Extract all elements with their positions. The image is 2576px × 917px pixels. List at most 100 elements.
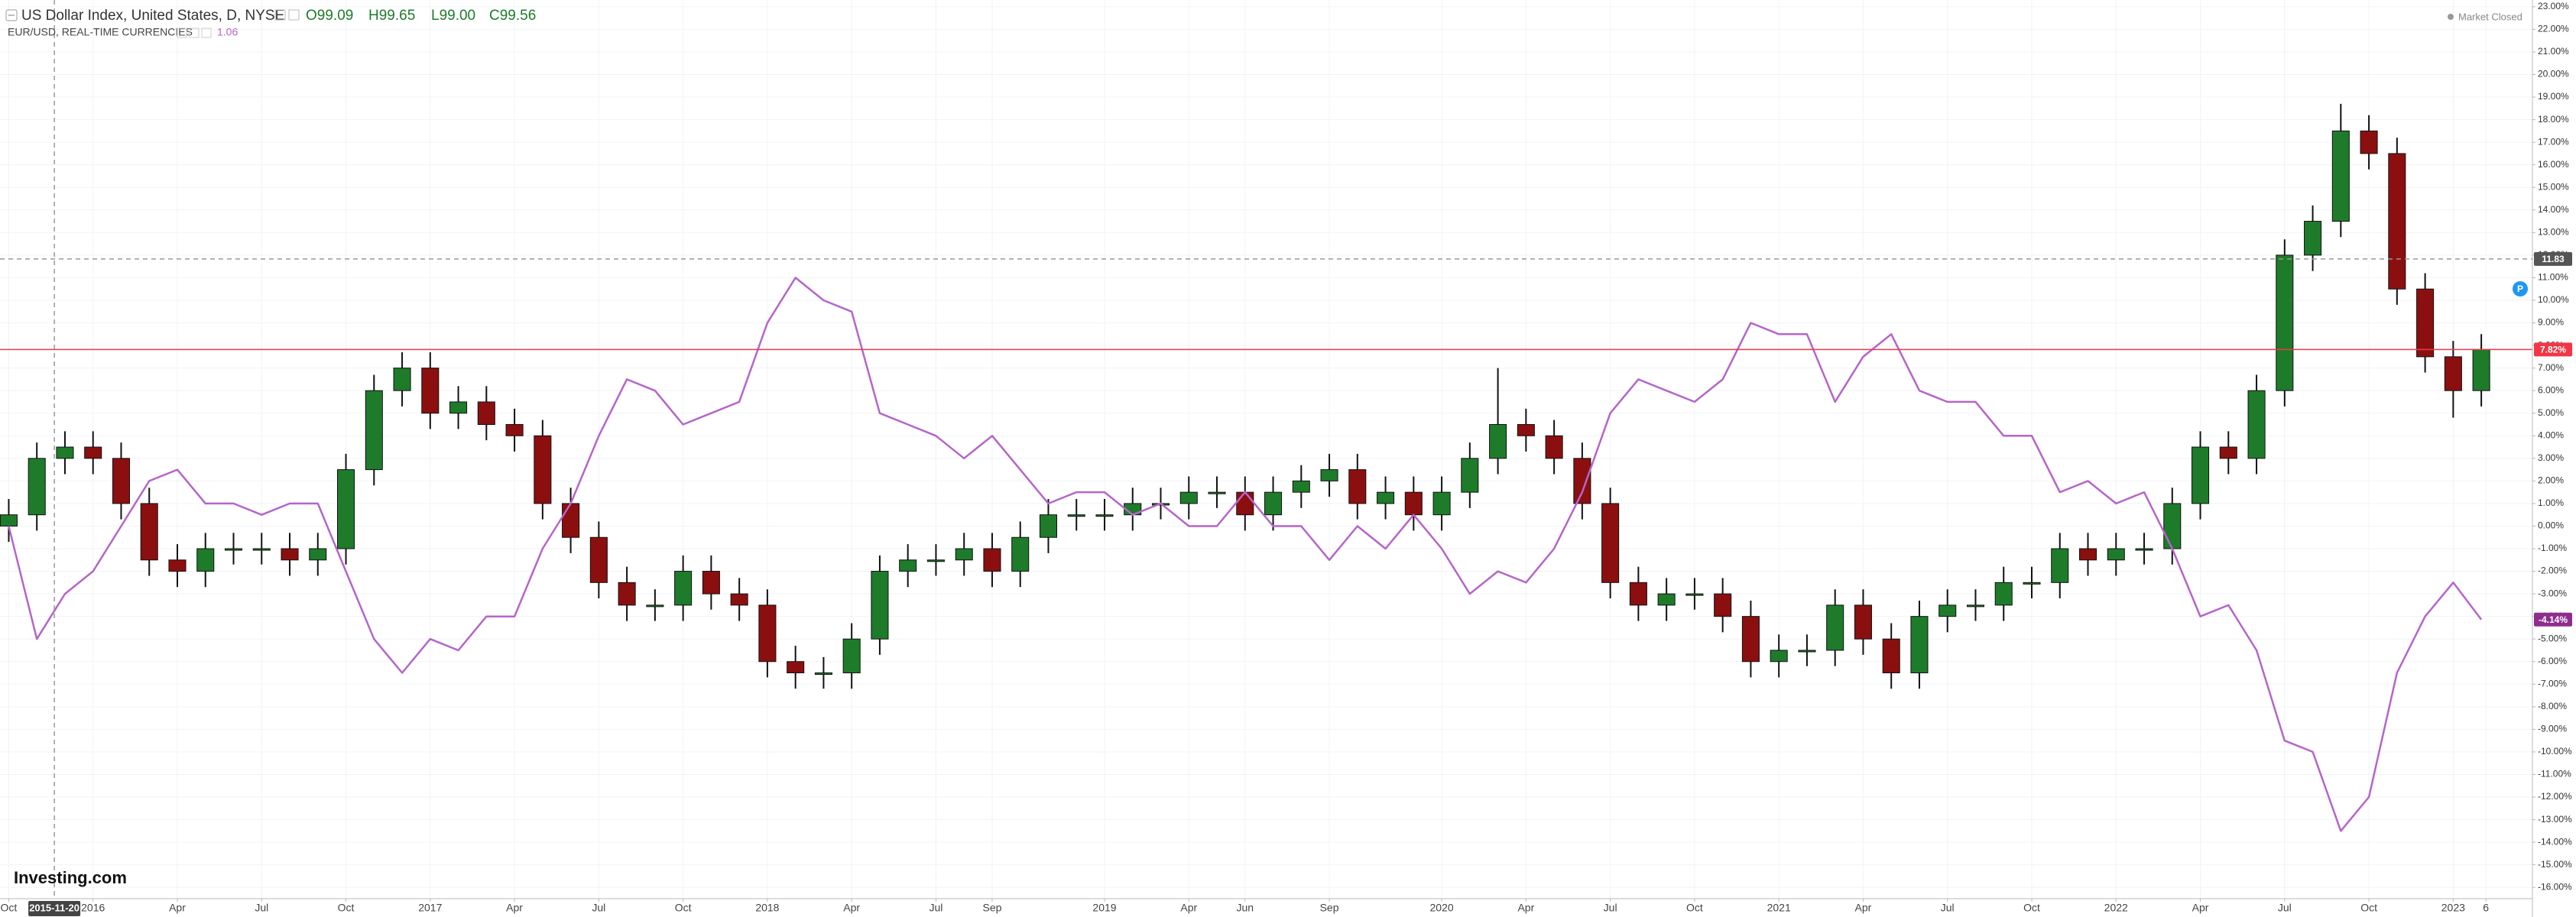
candle-body	[1910, 616, 1929, 674]
candle-body	[2276, 254, 2294, 391]
x-tick-label: Sep	[1320, 902, 1339, 914]
candle-body	[1461, 458, 1479, 493]
candle-body	[787, 661, 805, 674]
candle-body	[702, 571, 720, 595]
x-tick-label: Oct	[2023, 902, 2040, 914]
candle-body	[1039, 514, 1058, 538]
compare-series-title: EUR/USD, REAL-TIME CURRENCIES	[8, 26, 193, 38]
price-label: 11.83	[2542, 254, 2565, 264]
candle-body	[534, 435, 552, 504]
candle-body	[365, 390, 383, 471]
candle-body	[2388, 153, 2406, 290]
y-tick-label: 3.00%	[2538, 452, 2564, 463]
x-tick-label: 2018	[755, 902, 779, 914]
candle-body	[84, 446, 102, 459]
candle-body	[1377, 491, 1395, 504]
candle-body	[2304, 221, 2322, 256]
candle-body	[1320, 469, 1338, 481]
candle-body	[1348, 469, 1367, 504]
candle-body	[0, 514, 18, 527]
x-tick-label: 2023	[2441, 902, 2465, 914]
y-tick-label: 11.00%	[2538, 272, 2568, 283]
ohlc-open: O99.09	[306, 8, 353, 24]
y-tick-label: -8.00%	[2538, 701, 2567, 711]
candle-body	[1826, 604, 1844, 651]
candle-body	[1966, 604, 1985, 608]
y-tick-label: 17.00%	[2538, 136, 2569, 147]
x-tick-label: Jul	[929, 902, 942, 914]
candle-body	[2444, 356, 2462, 391]
candle-body	[758, 604, 777, 663]
x-tick-label: Jun	[1236, 902, 1254, 914]
x-tick-label: Apr	[506, 902, 523, 914]
y-tick-label: 13.00%	[2538, 227, 2569, 238]
y-tick-label: -2.00%	[2538, 565, 2567, 576]
candle-body	[196, 548, 215, 572]
compare-hide-icon[interactable]	[189, 28, 200, 38]
y-tick-label: 4.00%	[2538, 429, 2564, 440]
candle-body	[449, 401, 468, 414]
main-series-title: US Dollar Index, United States, D, NYSE	[21, 8, 284, 24]
candle-body	[421, 368, 440, 414]
collapse-icon[interactable]	[5, 9, 18, 21]
candle-body	[1264, 491, 1283, 516]
compare-settings-icon[interactable]	[177, 28, 187, 38]
y-tick-label: -7.00%	[2538, 678, 2567, 689]
y-tick-label: 21.00%	[2538, 46, 2569, 57]
y-tick-label: -11.00%	[2538, 769, 2571, 779]
x-tick-label: Oct	[338, 902, 355, 914]
crosshair-label-box	[28, 901, 81, 916]
candle-body	[505, 423, 524, 436]
y-tick-label: 20.00%	[2538, 69, 2569, 79]
candle-body	[955, 548, 973, 561]
candle-body	[2331, 130, 2350, 222]
y-tick-label: 7.00%	[2538, 362, 2564, 373]
candle-body	[2472, 348, 2490, 391]
y-tick-label: 5.00%	[2538, 407, 2564, 418]
price-label: 7.82%	[2540, 345, 2566, 355]
y-tick-label: 18.00%	[2538, 114, 2569, 125]
x-tick-label: Jul	[1604, 902, 1617, 914]
x-tick-label: Apr	[169, 902, 186, 914]
ohlc-high: H99.65	[368, 8, 415, 24]
candle-body	[224, 548, 243, 551]
candle-body	[646, 604, 664, 608]
candle-body	[842, 638, 861, 674]
candle-body	[2023, 582, 2041, 585]
x-tick-label: Jul	[2278, 902, 2292, 914]
candle-body	[1657, 593, 1676, 606]
candle-body	[56, 446, 74, 459]
price-label-box	[2534, 612, 2572, 627]
candle-body	[983, 548, 1001, 572]
y-tick-label: 9.00%	[2538, 317, 2564, 328]
alert-icon[interactable]	[2513, 281, 2528, 296]
ohlc-low: L99.00	[431, 8, 475, 24]
y-tick-label: -10.00%	[2538, 746, 2572, 757]
x-tick-label: 2021	[1767, 902, 1791, 914]
candle-body	[252, 548, 271, 551]
x-tick-label: Jul	[1941, 902, 1955, 914]
candle-body	[337, 469, 355, 549]
y-tick-label: -3.00%	[2538, 588, 2567, 598]
close-icon[interactable]	[288, 9, 300, 21]
candle-body	[281, 548, 299, 561]
candle-body	[1489, 423, 1507, 459]
x-tick-label: Apr	[1517, 902, 1534, 914]
candle-body	[2192, 446, 2210, 504]
candle-body	[393, 368, 411, 391]
candle-body	[1938, 604, 1957, 617]
y-tick-label: 15.00%	[2538, 181, 2569, 192]
candle-body	[1404, 491, 1423, 516]
candle-body	[2107, 548, 2125, 561]
crosshair-label: 2015-11-20	[29, 902, 79, 913]
price-label: -4.14%	[2539, 614, 2568, 625]
x-tick-label: 2022	[2104, 902, 2128, 914]
candle-body	[1770, 650, 1788, 663]
candle-body	[28, 458, 46, 516]
candle-body	[1714, 593, 1732, 617]
alert-icon-glyph: P	[2517, 284, 2523, 294]
candle-body	[674, 571, 693, 606]
compare-close-icon[interactable]	[201, 28, 212, 38]
settings-icon[interactable]	[274, 9, 286, 21]
